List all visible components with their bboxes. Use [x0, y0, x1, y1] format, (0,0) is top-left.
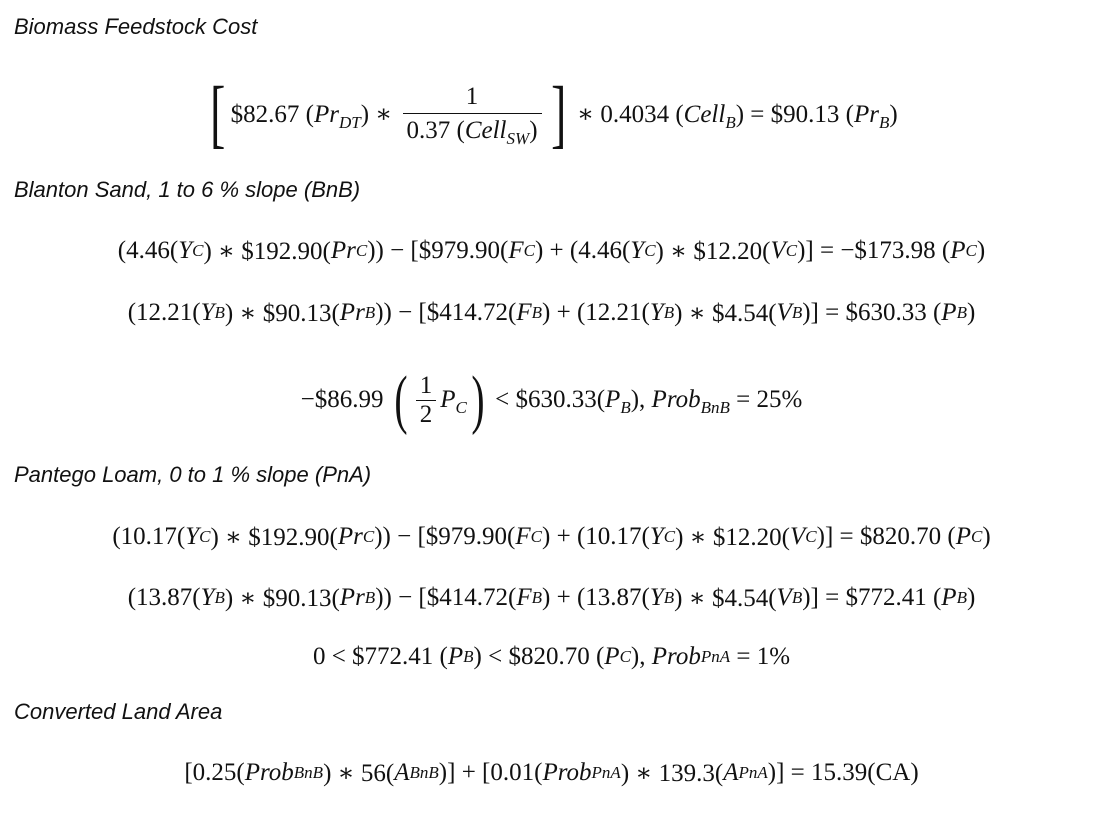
eq4-right: < $630.33(PB), ProbBnB = 25% [488, 386, 803, 417]
eq1-left: $82.67 (PrDT) ∗ [230, 101, 399, 132]
eq1-denominator: 0.37 (CellSW) [402, 112, 542, 147]
eq1-right: ∗ 0.4034 (CellB) = $90.13 (PrB) [570, 101, 898, 132]
left-bracket: [ [210, 72, 226, 156]
heading-pantego-loam: Pantego Loam, 0 to 1 % slope (PnA) [14, 462, 372, 487]
equation-pna-probability: 0 < $772.41 (P B) < $820.70 (P C), Prob PnA… [312, 643, 791, 670]
heading-blanton-sand: Blanton Sand, 1 to 6 % slope (BnB) [14, 177, 361, 202]
fraction: 1 0.37 (CellSW) [402, 82, 542, 147]
equation-biomass-price: [ $82.67 (PrDT) ∗ 1 0.37 (CellSW) ] ∗ 0.… [0, 72, 1103, 156]
eq4-denominator: 2 [415, 399, 437, 427]
right-paren: ) [471, 363, 485, 436]
eq4-numerator: 1 [419, 371, 433, 399]
eq4-inner: PC [440, 386, 467, 417]
eq1-numerator: 1 [465, 82, 479, 110]
left-paren: ( [394, 363, 408, 436]
heading-biomass-feedstock-cost: Biomass Feedstock Cost [14, 14, 258, 39]
equation-bnb-corn-profit: (4.46(Y C) ∗ $192.90(Pr C)) − [$979.90(F C)… [117, 237, 986, 265]
equation-converted-land-area: [0.25(Prob BnB) ∗ 56(A BnB)] + [0.01(Prob P… [184, 759, 919, 787]
equation-bnb-probability: −$86.99 ( 1 2 PC ) < $630.33(PB), ProbBn… [0, 366, 1103, 434]
half-fraction: 1 2 [415, 371, 437, 427]
equation-bnb-biomass-profit: (12.21(Y B) ∗ $90.13(Pr B)) − [$414.72(F B)… [127, 299, 976, 327]
equation-pna-biomass-profit: (13.87(Y B) ∗ $90.13(Pr B)) − [$414.72(F B)… [127, 584, 976, 612]
right-bracket: ] [550, 72, 566, 156]
eq4-left: −$86.99 [300, 386, 390, 413]
heading-converted-land-area: Converted Land Area [14, 699, 223, 724]
equation-pna-corn-profit: (10.17(Y C) ∗ $192.90(Pr C)) − [$979.90(F C… [112, 523, 991, 551]
